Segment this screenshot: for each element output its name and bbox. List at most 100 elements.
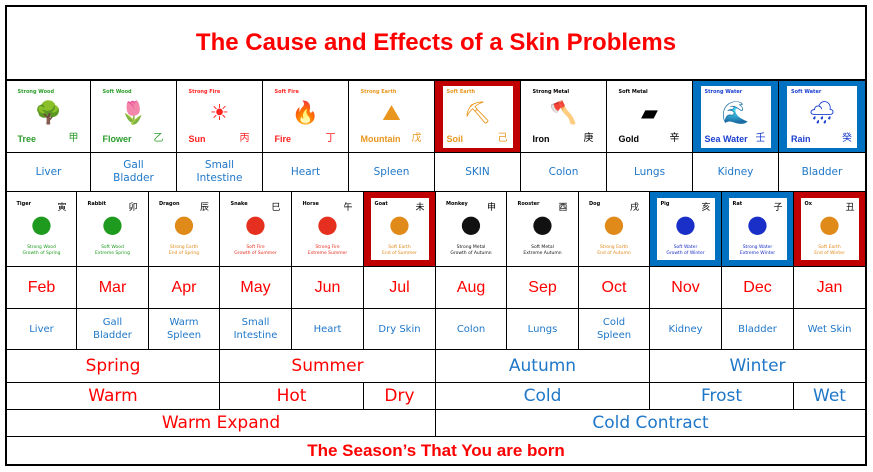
zodiac-cell-ox: Ox 丑 ● Soft Earth End of Winter <box>794 192 865 267</box>
zodiac-organ-cell: Heart <box>292 309 364 350</box>
zodiac-description: Soft Fire Growth of Summer <box>227 245 285 257</box>
zodiac-animal-name: Dog <box>589 201 601 207</box>
goat-icon: ● <box>389 210 410 238</box>
element-name: Sun <box>188 133 206 144</box>
wave-icon: 🌊 <box>721 100 750 126</box>
element-card: Soft Water 🌧 Rain 癸 <box>787 85 857 148</box>
zodiac-description: Strong Fire Extreme Summer <box>299 245 357 257</box>
zodiac-chinese-char: 子 <box>773 203 783 213</box>
element-cell-rain: Soft Water 🌧 Rain 癸 <box>779 81 865 153</box>
zodiac-desc-line1: Soft Water <box>673 245 698 250</box>
month-cell: May <box>220 267 292 309</box>
zodiac-chinese-char: 戌 <box>629 203 639 213</box>
zodiac-description: Soft Wood Extreme Spring <box>84 245 142 257</box>
element-cell-gold: Soft Metal ▰ Gold 辛 <box>607 81 693 153</box>
element-chinese-char: 乙 <box>153 132 164 144</box>
element-chinese-char: 丙 <box>239 132 250 144</box>
element-chinese-char: 辛 <box>669 132 680 144</box>
zodiac-desc-line2: Growth of Winter <box>666 251 705 256</box>
zodiac-cell-rooster: Rooster 酉 ● Soft Metal Extreme Autumn <box>507 192 579 267</box>
zodiac-desc-line1: Soft Wood <box>101 245 124 250</box>
organ-cell: SKIN <box>435 153 521 192</box>
element-cell-flower: Soft Wood 🌷 Flower 乙 <box>91 81 177 153</box>
seasons-spring: Spring <box>7 350 220 383</box>
zodiac-organ-cell: Warm Spleen <box>149 309 220 350</box>
zodiac-cell-goat: Goat 未 ● Soft Earth End of Summer <box>364 192 436 267</box>
zodiac-desc-line1: Strong Water <box>742 245 773 250</box>
zodiac-description: Soft Earth End of Summer <box>371 245 429 257</box>
zodiac-card: Dog 戌 ● Strong Earth End of Autumn <box>585 198 643 260</box>
organ-cell: Spleen <box>349 153 435 192</box>
zodiac-chinese-char: 酉 <box>558 203 568 213</box>
fire-icon: 🔥 <box>291 100 320 126</box>
element-cell-sea-water: Strong Water 🌊 Sea Water 壬 <box>693 81 779 153</box>
zodiac-desc-line2: Growth of Spring <box>22 251 61 256</box>
zodiac-cell-monkey: Monkey 申 ● Strong Metal Growth of Autumn <box>436 192 507 267</box>
zodiac-chinese-char: 亥 <box>701 203 711 213</box>
temperatures-warm: Warm <box>7 383 220 410</box>
organ-cell: Heart <box>263 153 349 192</box>
rat-icon: ● <box>747 210 768 238</box>
rooster-icon: ● <box>532 210 553 238</box>
month-cell: Feb <box>7 267 77 309</box>
snake-icon: ● <box>245 210 266 238</box>
zodiac-chinese-char: 午 <box>343 203 353 213</box>
zodiac-card: Pig 亥 ● Soft Water Growth of Winter <box>656 198 715 260</box>
month-cell: Jan <box>794 267 865 309</box>
zodiac-cell-horse: Horse 午 ● Strong Fire Extreme Summer <box>292 192 364 267</box>
element-chinese-char: 庚 <box>583 132 594 144</box>
element-chinese-char: 甲 <box>68 132 79 144</box>
zodiac-desc-line1: Strong Fire <box>315 245 340 250</box>
rabbit-icon: ● <box>102 210 123 238</box>
monkey-icon: ● <box>460 210 482 238</box>
gold-bar-icon: ▰ <box>641 100 658 126</box>
zodiac-card: Rat 子 ● Strong Water Extreme Winter <box>728 198 787 260</box>
zodiac-animal-name: Pig <box>660 201 670 207</box>
element-strength: Soft Earth <box>446 88 476 95</box>
zodiac-card: Dragon 辰 ● Strong Earth End of Spring <box>155 198 213 260</box>
month-cell: Aug <box>436 267 507 309</box>
element-name: Iron <box>532 133 550 144</box>
element-chinese-char: 戊 <box>411 132 422 144</box>
zodiac-animal-name: Ox <box>804 201 812 207</box>
zodiac-animal-name: Dragon <box>159 201 180 207</box>
dog-icon: ● <box>603 210 625 238</box>
zodiac-animal-name: Rabbit <box>87 201 107 207</box>
element-card: Soft Fire 🔥 Fire 丁 <box>270 85 341 148</box>
dragon-icon: ● <box>173 210 195 238</box>
element-name: Soil <box>446 133 464 144</box>
zodiac-card: Ox 丑 ● Soft Earth End of Winter <box>800 198 859 260</box>
month-cell: Mar <box>77 267 149 309</box>
expansion-warm-expand: Warm Expand <box>7 410 436 437</box>
tiger-icon: ● <box>31 210 52 238</box>
zodiac-animal-name: Monkey <box>446 201 468 207</box>
temperatures-hot: Hot <box>220 383 364 410</box>
zodiac-description: Strong Wood Growth of Spring <box>13 245 71 257</box>
zodiac-desc-line1: Soft Metal <box>531 245 554 250</box>
zodiac-chinese-char: 申 <box>486 203 496 213</box>
zodiac-desc-line2: End of Summer <box>382 251 417 256</box>
zodiac-organ-cell: Gall Bladder <box>77 309 149 350</box>
element-strength: Strong Earth <box>360 88 397 95</box>
element-chinese-char: 丁 <box>325 132 336 144</box>
ox-icon: ● <box>819 210 840 238</box>
zodiac-organ-cell: Dry Skin <box>364 309 436 350</box>
soil-icon: ⛏ <box>463 100 492 126</box>
zodiac-desc-line1: Strong Earth <box>169 245 199 250</box>
month-cell: Dec <box>722 267 794 309</box>
element-cell-iron: Strong Metal 🪓 Iron 庚 <box>521 81 607 153</box>
element-cell-sun: Strong Fire ☀ Sun 丙 <box>177 81 263 153</box>
zodiac-cell-snake: Snake 巳 ● Soft Fire Growth of Summer <box>220 192 292 267</box>
zodiac-desc-line1: Soft Earth <box>818 245 841 250</box>
chart-frame <box>5 5 867 466</box>
zodiac-card: Monkey 申 ● Strong Metal Growth of Autumn <box>442 198 500 260</box>
zodiac-organ-cell: Bladder <box>722 309 794 350</box>
page-title: The Cause and Effects of a Skin Problems <box>7 7 865 81</box>
element-cell-mountain: Strong Earth ⛰ Mountain 戊 <box>349 81 435 153</box>
element-name: Fire <box>274 133 292 144</box>
element-card: Strong Wood 🌳 Tree 甲 <box>13 85 84 148</box>
zodiac-organ-cell: Small Intestine <box>220 309 292 350</box>
zodiac-desc-line2: Growth of Summer <box>234 251 277 256</box>
element-name: Gold <box>618 133 640 144</box>
element-strength: Strong Water <box>704 88 743 95</box>
